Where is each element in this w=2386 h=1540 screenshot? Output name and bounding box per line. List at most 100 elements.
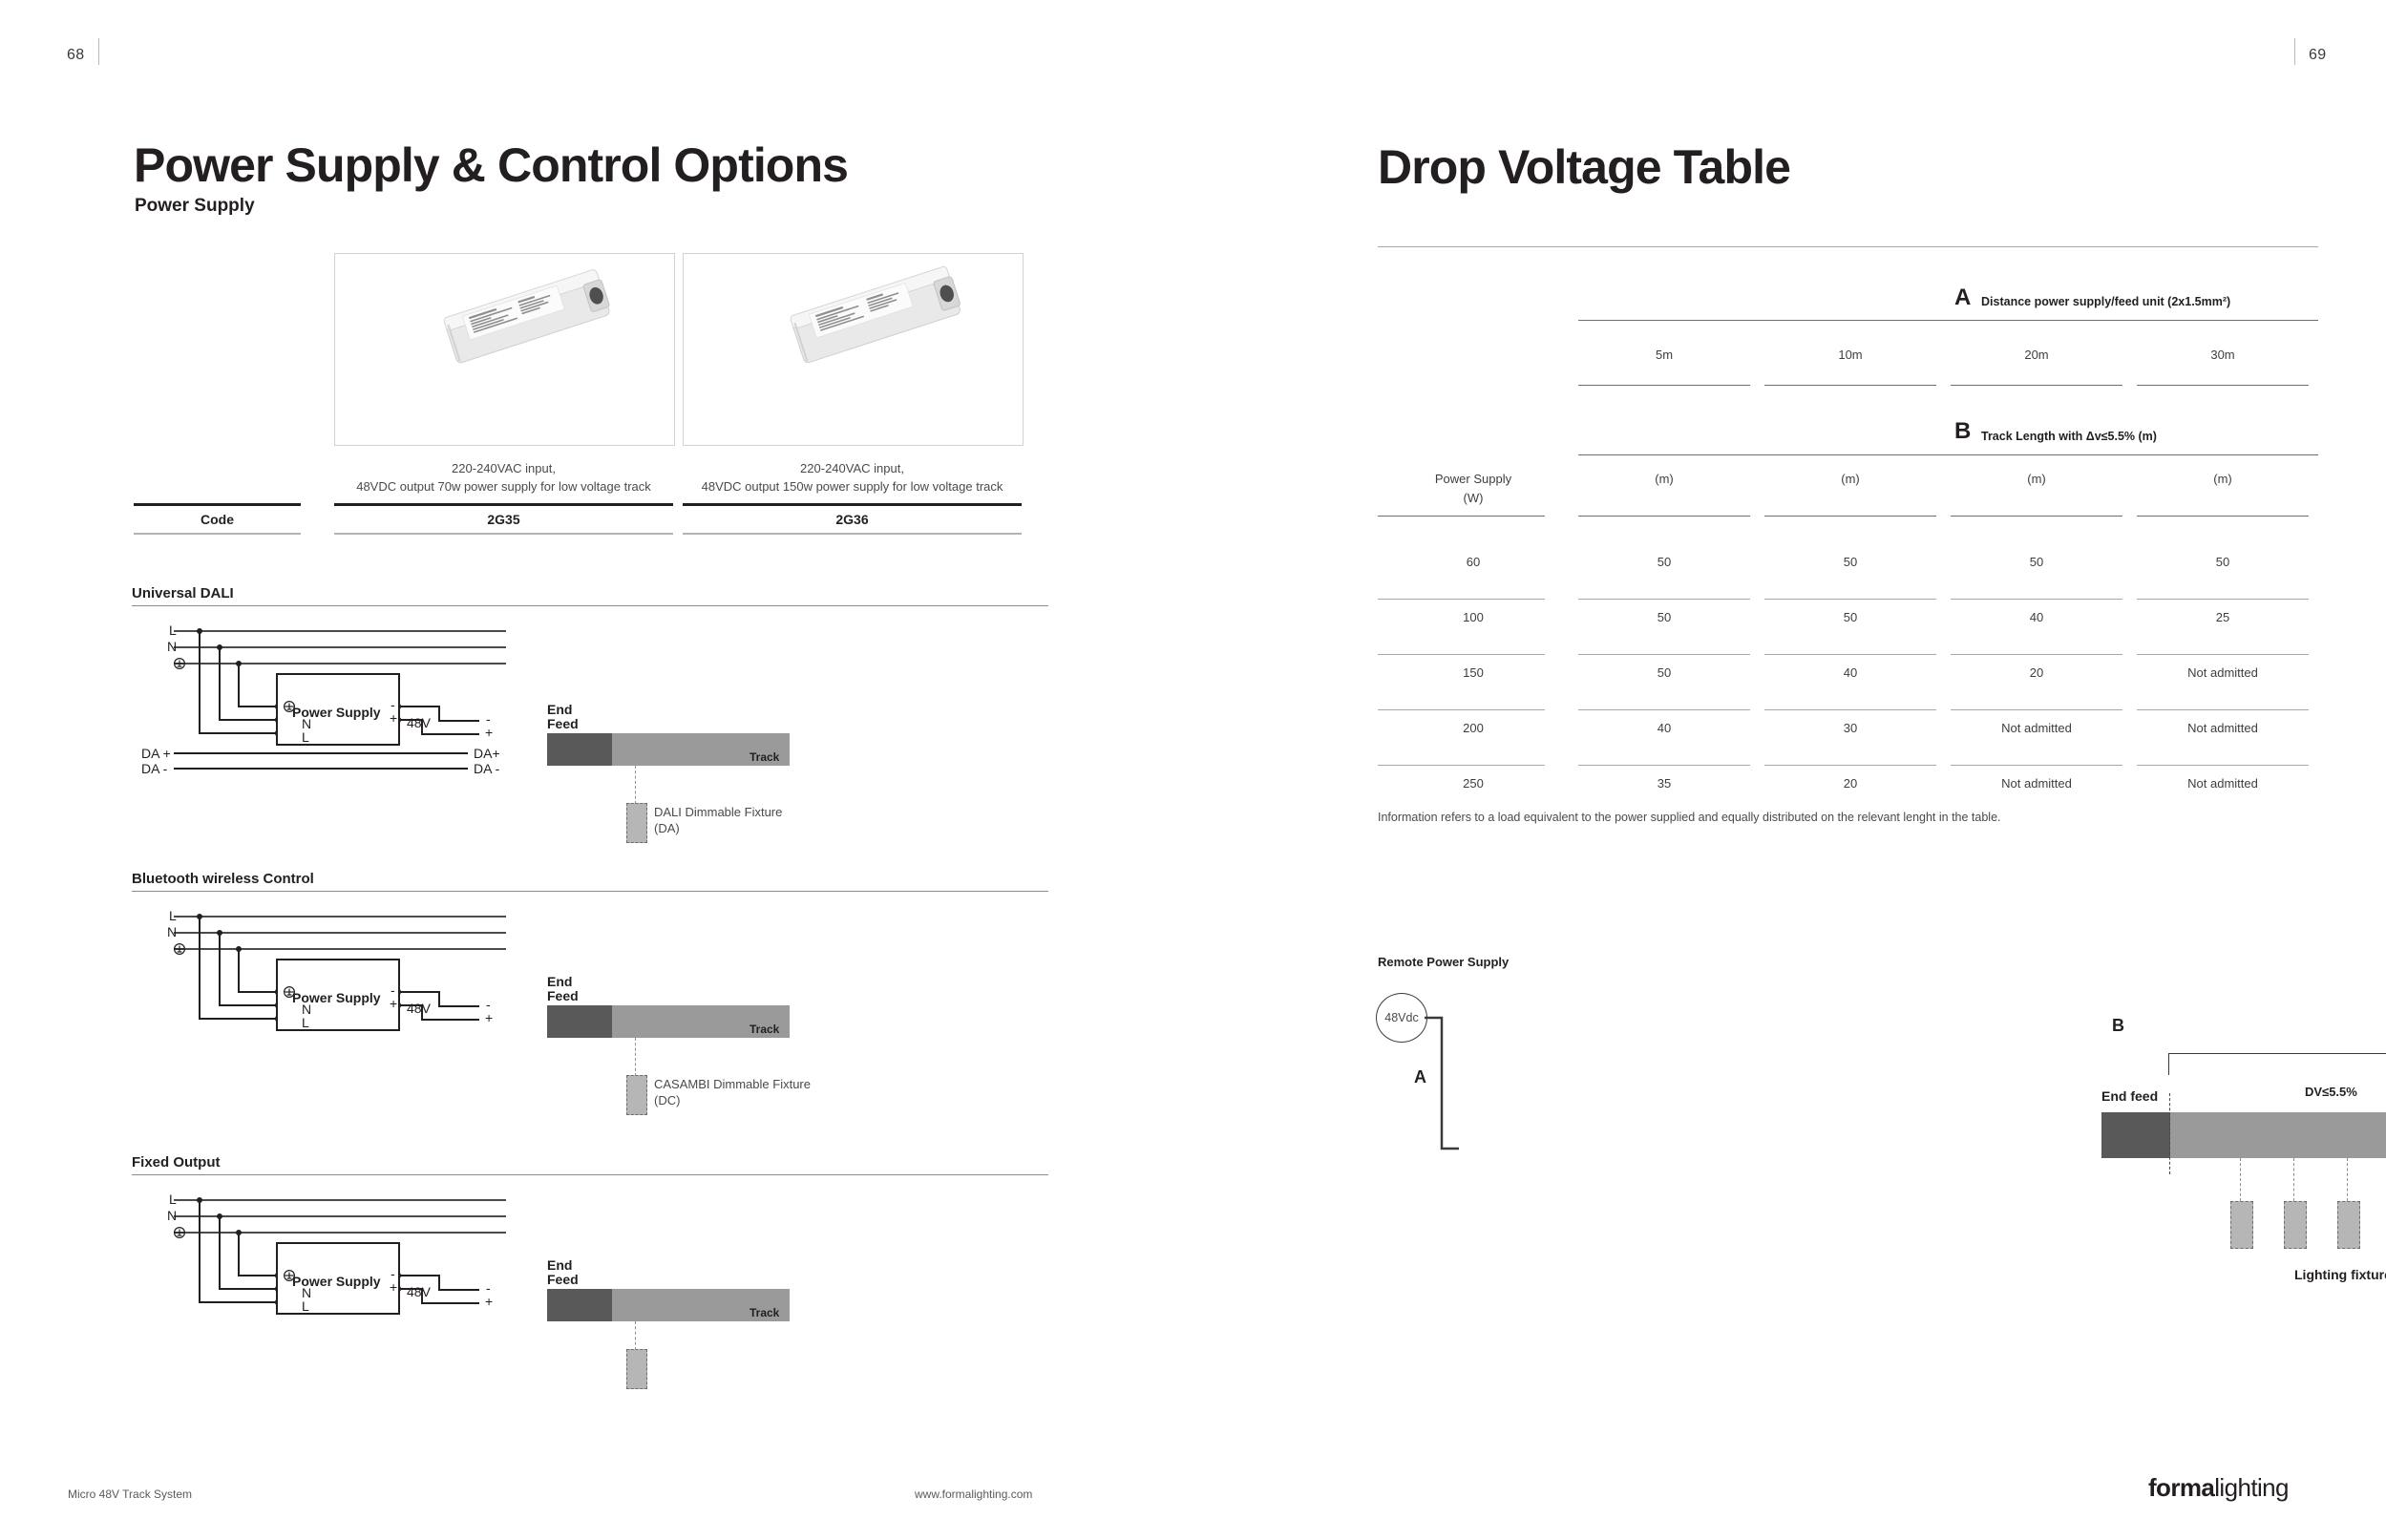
fixture-label-bluetooth-line1: CASAMBI Dimmable Fixture <box>654 1077 811 1091</box>
table-rule-dist-2 <box>1951 385 2122 386</box>
table-distance-col-1: 10m <box>1838 348 1863 362</box>
diagram-title-universal-dali: Universal DALI <box>132 585 234 601</box>
track-minus-dali: - <box>486 711 491 727</box>
terminal-N-bluetooth: N <box>302 1002 312 1017</box>
table-distance-col-0: 5m <box>1655 348 1674 362</box>
endfeed-line1-fixed: End <box>547 1257 573 1273</box>
table-row-power-2: 150 <box>1463 665 1484 680</box>
table-cell-4-0: 35 <box>1657 776 1672 791</box>
label-L-fixed: L <box>169 1192 177 1207</box>
fixture-dropline-fixed <box>635 1321 636 1350</box>
track-minus-bluetooth: - <box>486 997 491 1012</box>
voltage-label-fixed: 48V <box>407 1284 431 1299</box>
voltage-label-dali: 48V <box>407 715 431 730</box>
fixture-label-dali: DALI Dimmable Fixture (DA) <box>654 804 782 836</box>
table-rule-row0-3 <box>2137 599 2309 600</box>
endfeed-line2-bluetooth: Feed <box>547 988 579 1003</box>
out-plus-dali: + <box>390 710 398 726</box>
code-table-rule-top-2 <box>683 503 1022 506</box>
table-rule-row2-2 <box>1951 709 2122 710</box>
marker-b-label: B <box>2112 1016 2124 1035</box>
table-cell-4-2: Not admitted <box>2001 776 2072 791</box>
fixture-dropline-dali <box>635 766 636 804</box>
terminal-L-fixed: L <box>302 1298 309 1314</box>
fixture-block-remote-2 <box>2337 1201 2360 1249</box>
table-rule-dist-3 <box>2137 385 2309 386</box>
source-48vdc-ellipse: 48Vdc <box>1376 993 1427 1043</box>
diagram-rule-universal-dali <box>132 605 1048 606</box>
table-distance-col-2: 20m <box>2024 348 2049 362</box>
table-cell-4-1: 20 <box>1843 776 1858 791</box>
endfeed-line1-bluetooth: End <box>547 974 573 989</box>
marker-a-label: A <box>1414 1067 1426 1086</box>
table-rule-row0-0 <box>1578 599 1750 600</box>
product-caption-2-line2: 48VDC output 150w power supply for low v… <box>701 479 1003 494</box>
page-title-right: Drop Voltage Table <box>1378 139 1791 194</box>
track-block-remote <box>2170 1112 2386 1158</box>
track-plus-bluetooth: + <box>485 1010 494 1025</box>
table-unit-1: (m) <box>1841 472 1860 486</box>
table-cell-0-2: 50 <box>2029 555 2044 569</box>
fixture-label-bluetooth-line2: (DC) <box>654 1093 681 1108</box>
fixture-block-remote-0 <box>2230 1201 2253 1249</box>
product-caption-2-line1: 220-240VAC input, <box>800 461 904 475</box>
table-rule-unit-3 <box>2137 516 2309 517</box>
table-cell-2-0: 50 <box>1657 665 1672 680</box>
endfeed-line1-dali: End <box>547 702 573 717</box>
table-rule-header-a <box>1578 320 2318 321</box>
table-rule-row0-2 <box>1951 599 2122 600</box>
table-cell-1-2: 40 <box>2029 610 2044 624</box>
code-table-rule-top-0 <box>134 503 301 506</box>
table-cell-4-3: Not admitted <box>2187 776 2258 791</box>
page-number-right: 69 <box>2309 47 2327 63</box>
earth-icon-terminal-bt <box>284 985 296 998</box>
terminal-N-dali: N <box>302 716 312 731</box>
out-minus-dali: - <box>391 697 395 712</box>
table-row-power-1: 100 <box>1463 610 1484 624</box>
table-rule-row1-h <box>1378 654 1545 655</box>
table-rule-row3-2 <box>1951 765 2122 766</box>
code-table-value-1: 2G35 <box>487 512 520 527</box>
earth-icon-input-bt <box>173 942 185 955</box>
fixture-label-dali-line1: DALI Dimmable Fixture <box>654 805 783 819</box>
section-heading-power-supply: Power Supply <box>135 196 255 216</box>
table-row-header-line1: Power Supply <box>1434 472 1512 486</box>
track-block-bluetooth <box>612 1005 790 1038</box>
earth-icon-input-fixed <box>173 1226 185 1238</box>
table-cell-3-1: 30 <box>1843 721 1858 735</box>
terminal-L-dali: L <box>302 729 309 745</box>
table-rule-row3-h <box>1378 765 1545 766</box>
diagram-title-fixed-output: Fixed Output <box>132 1154 221 1171</box>
table-unit-0: (m) <box>1655 472 1674 486</box>
track-block-fixed <box>612 1289 790 1321</box>
table-cell-1-0: 50 <box>1657 610 1672 624</box>
brand-logo-light: lighting <box>2214 1473 2289 1502</box>
folio-divider-right <box>2294 38 2295 65</box>
terminal-L-bluetooth: L <box>302 1015 309 1030</box>
table-header-a-letter: A <box>1954 285 1972 310</box>
table-rule-row2-3 <box>2137 709 2309 710</box>
fixture-block-bluetooth <box>626 1075 647 1115</box>
brand-logo-bold: forma <box>2148 1473 2215 1502</box>
track-minus-fixed: - <box>486 1280 491 1296</box>
table-rule-unit-2 <box>1951 516 2122 517</box>
table-cell-0-1: 50 <box>1843 555 1858 569</box>
table-unit-3: (m) <box>2213 472 2232 486</box>
page-number-left: 68 <box>67 47 85 63</box>
label-N-dali: N <box>167 639 178 654</box>
end-feed-block-remote <box>2101 1112 2170 1158</box>
table-rule-row1-0 <box>1578 654 1750 655</box>
endfeed-line2-dali: Feed <box>547 716 579 731</box>
code-table-label: Code <box>201 512 234 527</box>
table-distance-col-3: 30m <box>2210 348 2235 362</box>
power-supply-150w-icon <box>790 265 961 364</box>
table-row-header-line2: (W) <box>1463 491 1484 505</box>
table-header-a-text: Distance power supply/feed unit (2x1.5mm… <box>1981 295 2231 308</box>
source-48vdc-label: 48Vdc <box>1384 1011 1419 1024</box>
product-image-box-2 <box>683 253 1024 446</box>
earth-icon-input <box>173 657 185 669</box>
table-rule-dist-1 <box>1764 385 1936 386</box>
table-cell-3-0: 40 <box>1657 721 1672 735</box>
span-b-start-dashline <box>2169 1093 2170 1174</box>
page-title-left: Power Supply & Control Options <box>134 137 849 192</box>
